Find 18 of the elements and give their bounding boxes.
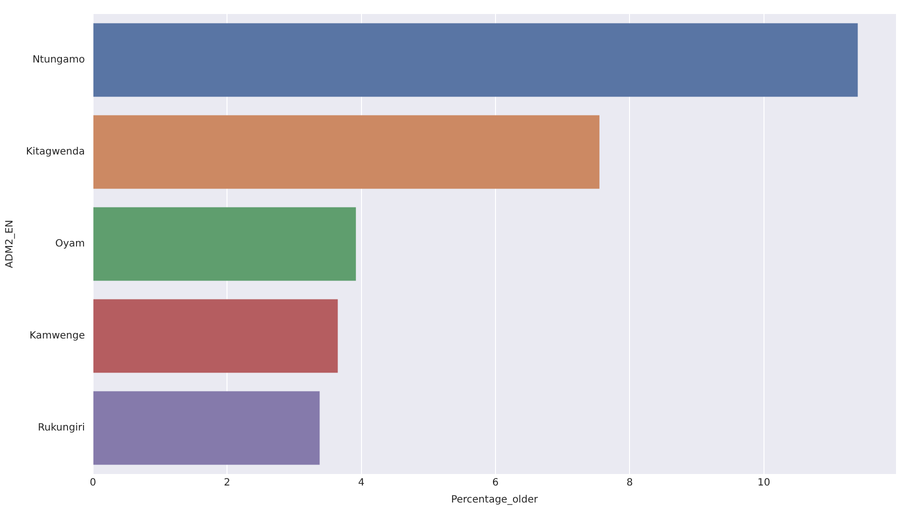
y-tick-label: Ntungamo <box>32 54 85 66</box>
bar <box>93 115 600 189</box>
x-axis-title: Percentage_older <box>451 494 539 506</box>
bar <box>93 391 320 465</box>
bar <box>93 299 338 373</box>
y-tick-label: Kamwenge <box>29 330 85 342</box>
x-tick-label: 4 <box>358 478 364 489</box>
bar <box>93 23 858 97</box>
x-tick-label: 6 <box>492 478 499 489</box>
x-tick-label: 2 <box>224 478 230 489</box>
bar <box>93 207 356 281</box>
x-tick-label: 8 <box>626 478 633 489</box>
x-tick-label: 10 <box>757 478 770 489</box>
y-axis-title: ADM2_EN <box>4 220 16 268</box>
y-tick-label: Kitagwenda <box>26 146 85 158</box>
y-tick-label: Oyam <box>55 238 85 250</box>
x-tick-label: 0 <box>90 478 96 489</box>
y-tick-label: Rukungiri <box>38 422 85 434</box>
